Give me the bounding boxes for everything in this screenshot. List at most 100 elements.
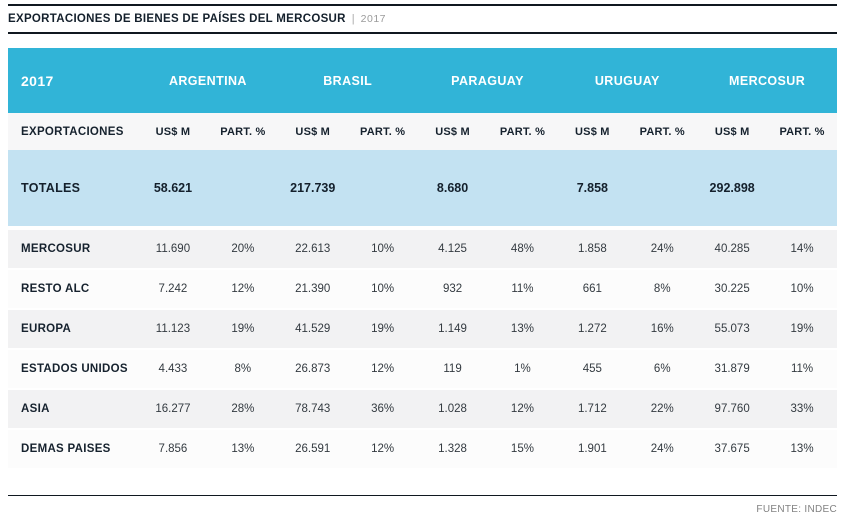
cell-value: 16.277 [155,403,191,415]
cell-value: 11% [790,363,814,375]
table-row: RESTO ALC 7.242 12% 21.390 10% 932 11% 6… [8,270,837,308]
cell-value: 19% [790,323,814,335]
cell-value: 119 [443,363,462,375]
cell-value: 12% [371,363,395,375]
country-header-row: 2017 ARGENTINA BRASIL PARAGUAY URUGUAY M… [8,48,837,113]
subheader-row: EXPORTACIONES US$ M PART. % US$ M PART. … [8,113,837,150]
cell-value: 8% [234,363,252,375]
cell-value: 1.149 [438,323,467,335]
cell-value: 16% [650,323,674,335]
cell-value: 26.591 [295,443,331,455]
table-row: ESTADOS UNIDOS 4.433 8% 26.873 12% 119 1… [8,350,837,388]
table-row: EUROPA 11.123 19% 41.529 19% 1.149 13% 1… [8,310,837,348]
title-separator: | [351,13,355,25]
total-value: 217.739 [290,181,336,195]
part-header: PART. % [639,125,685,138]
cell-value: 7.856 [158,443,188,455]
country-header-paraguay: PARAGUAY [451,73,524,88]
cell-value: 12% [371,443,395,455]
cell-value: 455 [582,363,602,375]
cell-value: 19% [371,323,395,335]
exportaciones-header: EXPORTACIONES [21,125,124,138]
row-label: TOTALES [21,181,81,195]
cell-value: 1.272 [577,323,607,335]
table-row: MERCOSUR 11.690 20% 22.613 10% 4.125 48%… [8,230,837,268]
top-rule [8,4,837,6]
cell-value: 661 [582,283,602,295]
row-label: EUROPA [21,323,72,335]
cell-value: 78.743 [295,403,331,415]
cell-value: 97.760 [714,403,750,415]
cell-value: 21.390 [295,283,331,295]
cell-value: 11% [511,283,534,295]
cell-value: 22.613 [295,243,331,255]
cell-value: 8% [653,283,671,295]
row-label: ASIA [21,403,50,415]
usd-header: US$ M [575,125,610,138]
page-title: EXPORTACIONES DE BIENES DE PAÍSES DEL ME… [8,6,837,32]
cell-value: 24% [650,443,674,455]
source-row: FUENTE: INDEC [8,496,837,517]
cell-value: 10% [371,243,395,255]
year-corner-cell: 2017 [21,72,54,89]
cell-value: 13% [790,443,814,455]
cell-value: 33% [790,403,814,415]
cell-value: 28% [231,403,255,415]
page: EXPORTACIONES DE BIENES DE PAÍSES DEL ME… [0,4,845,527]
cell-value: 41.529 [295,323,331,335]
total-value: 58.621 [153,181,193,195]
title-year: 2017 [360,13,386,25]
cell-value: 30.225 [714,283,750,295]
title-text: EXPORTACIONES DE BIENES DE PAÍSES DEL ME… [8,13,346,25]
cell-value: 1.712 [577,403,607,415]
cell-value: 37.675 [714,443,750,455]
row-label: DEMAS PAISES [21,443,111,455]
totals-row: TOTALES 58.621 217.739 8.680 7.858 292.8… [8,150,837,226]
cell-value: 1.328 [438,443,467,455]
cell-value: 14% [790,243,814,255]
country-header-brasil: BRASIL [323,73,373,88]
table-row: DEMAS PAISES 7.856 13% 26.591 12% 1.328 … [8,430,837,468]
cell-value: 932 [442,283,463,295]
cell-value: 12% [231,283,255,295]
cell-value: 48% [510,243,534,255]
cell-value: 10% [371,283,395,295]
cell-value: 26.873 [295,363,331,375]
total-value: 292.898 [709,181,755,195]
cell-value: 40.285 [714,243,750,255]
cell-value: 1.858 [577,243,607,255]
cell-value: 12% [510,403,534,415]
cell-value: 31.879 [714,363,750,375]
cell-value: 36% [371,403,395,415]
row-label: ESTADOS UNIDOS [21,363,128,375]
cell-value: 4.125 [438,243,467,255]
table-body: MERCOSUR 11.690 20% 22.613 10% 4.125 48%… [8,230,837,468]
cell-value: 1.901 [577,443,607,455]
cell-value: 19% [231,323,255,335]
part-header: PART. % [360,125,406,138]
usd-header: US$ M [155,125,191,138]
cell-value: 10% [790,283,814,295]
cell-value: 11.690 [155,243,191,255]
exports-table: 2017 ARGENTINA BRASIL PARAGUAY URUGUAY M… [8,48,837,468]
cell-value: 11.123 [155,323,191,335]
cell-value: 13% [231,443,255,455]
cell-value: 1% [514,363,531,375]
cell-value: 6% [653,363,671,375]
cell-value: 4.433 [158,363,188,375]
cell-value: 7.242 [158,283,188,295]
usd-header: US$ M [435,125,470,138]
row-label: RESTO ALC [21,283,90,295]
country-header-argentina: ARGENTINA [168,73,247,88]
total-value: 7.858 [576,181,608,195]
usd-header: US$ M [295,125,331,138]
cell-value: 1.028 [438,403,467,415]
row-label: MERCOSUR [21,243,91,255]
cell-value: 24% [650,243,674,255]
cell-value: 20% [231,243,255,255]
usd-header: US$ M [714,125,750,138]
part-header: PART. % [220,125,266,138]
part-header: PART. % [499,125,546,138]
country-header-uruguay: URUGUAY [594,73,660,88]
cell-value: 13% [510,323,534,335]
